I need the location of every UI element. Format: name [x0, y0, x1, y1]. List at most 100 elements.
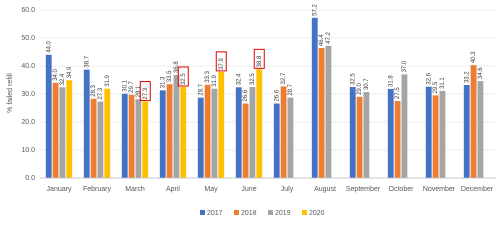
x-tick-label: September: [346, 186, 381, 193]
value-label: 31.8: [388, 75, 394, 87]
bar: [135, 99, 142, 178]
bar: [325, 45, 332, 179]
bar: [104, 88, 111, 178]
x-tick-label: January: [47, 186, 72, 193]
value-label: 32.5: [181, 73, 187, 85]
bar: [318, 48, 325, 178]
legend-label: 2019: [275, 210, 291, 217]
bar: [470, 65, 477, 178]
bar: [242, 103, 249, 178]
value-label: 31.3: [160, 76, 166, 88]
value-label: 46.4: [319, 34, 325, 46]
value-label: 57.2: [312, 3, 318, 15]
bar: [439, 90, 446, 178]
bar: [173, 74, 180, 178]
bar: [280, 86, 287, 178]
x-tick-label: March: [125, 186, 145, 193]
value-label: 28.1: [136, 85, 142, 97]
bar: [218, 71, 225, 178]
label-highlight-box: [215, 51, 227, 72]
bar: [477, 81, 484, 178]
label-highlight-box: [139, 81, 151, 102]
value-label: 26.6: [274, 89, 280, 101]
x-tick-label: August: [314, 186, 336, 193]
x-tick-label: July: [281, 186, 294, 193]
value-label: 26.6: [243, 89, 249, 101]
x-tick-label: November: [423, 186, 456, 193]
bar: [211, 88, 218, 178]
x-tick-label: December: [461, 186, 494, 193]
value-label: 29.5: [433, 81, 439, 93]
bar: [121, 93, 128, 178]
y-tick-label: 20.0: [21, 119, 35, 126]
bar: [394, 101, 401, 178]
bar: [180, 87, 187, 178]
bar: [356, 96, 363, 178]
x-tick-label: May: [204, 186, 218, 193]
y-tick-label: 30.0: [21, 91, 35, 98]
value-label: 47.2: [326, 31, 332, 43]
x-tick-label: February: [83, 186, 112, 193]
value-label: 28.7: [288, 83, 294, 95]
value-label: 37.0: [402, 60, 408, 72]
value-label: 38.8: [257, 55, 263, 67]
value-label: 33.3: [205, 70, 211, 82]
value-label: 33.2: [464, 71, 470, 83]
y-tick-label: 40.0: [21, 63, 35, 70]
value-label: 32.4: [60, 73, 66, 85]
y-tick-label: 0.0: [25, 175, 35, 182]
value-label: 28.3: [91, 84, 97, 96]
value-label: 34.9: [67, 66, 73, 78]
value-label: 27.5: [395, 87, 401, 99]
y-tick-label: 60.0: [21, 7, 35, 14]
value-label: 27.3: [143, 87, 149, 99]
value-label: 27.3: [98, 87, 104, 99]
bar: [249, 87, 256, 178]
label-highlight-box: [177, 66, 189, 87]
bar: [45, 54, 52, 178]
value-label: 29.0: [357, 82, 363, 94]
value-label: 32.6: [426, 72, 432, 84]
bar: [90, 98, 97, 178]
bar: [197, 97, 204, 178]
value-label: 30.7: [364, 78, 370, 90]
bar: [235, 87, 242, 178]
bar: [401, 74, 408, 178]
bar: [204, 84, 211, 178]
bar: [311, 17, 318, 179]
legend-label: 2017: [207, 210, 223, 217]
value-label: 28.7: [198, 83, 204, 95]
bar: [256, 69, 263, 178]
y-tick-label: 50.0: [21, 35, 35, 42]
value-label: 32.7: [281, 72, 287, 84]
legend-swatch: [268, 210, 273, 215]
bar: [463, 85, 470, 178]
legend-swatch: [234, 210, 239, 215]
legend-label: 2020: [309, 210, 325, 217]
value-label: 32.5: [250, 73, 256, 85]
value-label: 38.7: [84, 55, 90, 67]
bar: [52, 82, 59, 178]
bar: [432, 95, 439, 178]
bar: [159, 90, 166, 178]
legend-swatch: [200, 210, 205, 215]
value-label: 31.1: [440, 77, 446, 89]
legend-swatch: [302, 210, 307, 215]
value-label: 36.8: [174, 61, 180, 73]
value-label: 34.6: [478, 67, 484, 79]
y-tick-label: 10.0: [21, 147, 35, 154]
bar: [387, 88, 394, 178]
bar: [66, 80, 73, 178]
value-label: 32.5: [350, 73, 356, 85]
value-label: 33.5: [167, 70, 173, 82]
x-tick-label: June: [241, 186, 256, 193]
bar: [59, 87, 66, 178]
label-highlight-box: [253, 48, 265, 69]
value-label: 34.0: [53, 68, 59, 80]
bar: [83, 69, 90, 178]
bar: [287, 97, 294, 178]
x-tick-label: April: [166, 186, 180, 193]
bar: [142, 101, 149, 178]
value-label: 31.9: [212, 74, 218, 86]
bar: [425, 86, 432, 178]
